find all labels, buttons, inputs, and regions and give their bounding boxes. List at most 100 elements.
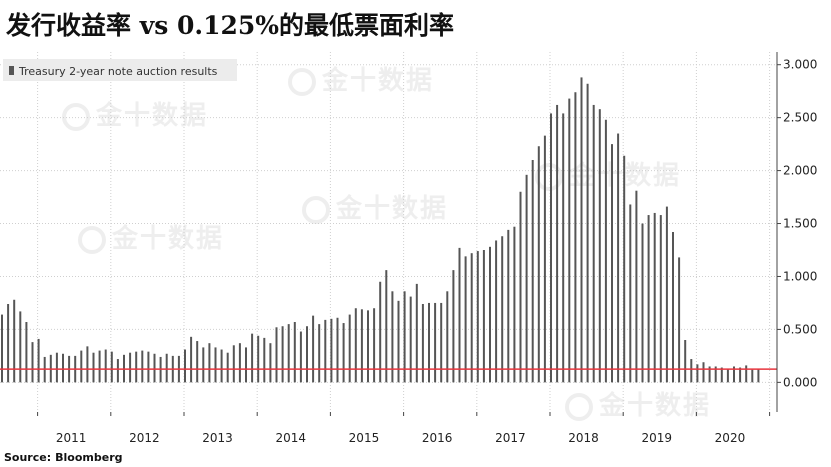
bar [623, 155, 626, 383]
bar [550, 113, 552, 383]
bar [495, 240, 498, 383]
bar [611, 144, 613, 383]
bar [257, 335, 260, 383]
bar [543, 135, 546, 383]
bar [513, 226, 516, 383]
bar [629, 204, 632, 383]
bar [318, 324, 321, 383]
bar [647, 215, 650, 383]
bar [519, 191, 522, 383]
bar [476, 251, 479, 383]
bar [306, 326, 308, 383]
bar [440, 302, 443, 383]
bar [86, 346, 89, 383]
bar [696, 364, 699, 383]
bar [153, 353, 156, 383]
bar [580, 77, 583, 383]
bar [733, 366, 735, 383]
x-tick-label: 2019 [641, 431, 672, 445]
bar [489, 246, 491, 383]
x-tick-label: 2014 [275, 431, 306, 445]
bar [403, 291, 406, 383]
bar [379, 281, 382, 383]
x-tick-label: 2016 [422, 431, 453, 445]
bar [507, 229, 510, 383]
bar [745, 365, 748, 383]
bar [415, 283, 418, 383]
bar [421, 304, 424, 383]
x-tick-label: 2017 [495, 431, 526, 445]
bar [80, 350, 83, 383]
bar [348, 314, 351, 383]
source-label: Source: [4, 451, 52, 464]
bar [525, 174, 528, 383]
bar [373, 308, 376, 383]
bar [184, 349, 186, 383]
source-value: Bloomberg [55, 451, 123, 464]
y-tick-label: 2.000 [783, 164, 817, 178]
bar [397, 300, 400, 383]
bar [385, 270, 388, 383]
legend-label: Treasury 2-year note auction results [18, 65, 218, 78]
legend-background [3, 59, 237, 81]
bar [104, 349, 107, 383]
bar [367, 310, 369, 383]
bar [135, 351, 138, 383]
y-tick-label: 3.000 [783, 58, 817, 72]
x-axis-ticks: 2011 2012 2013 2014 2015 2016 2017 2018 2019 2020 [37, 412, 771, 445]
bar [263, 337, 266, 383]
x-tick-label: 2015 [349, 431, 380, 445]
bar [757, 368, 760, 383]
bar [62, 353, 64, 383]
bar [31, 342, 34, 383]
bar [7, 304, 10, 383]
y-axis-ticks: 0.000 0.500 1.000 1.500 2.000 2.500 3.000 [777, 58, 817, 389]
bar [281, 326, 284, 383]
y-tick-label: 2.500 [783, 111, 817, 125]
bar [129, 352, 132, 383]
bar [672, 232, 674, 383]
bar [617, 133, 620, 383]
bar-series [1, 77, 760, 383]
bar [110, 351, 113, 383]
x-tick-label: 2018 [568, 431, 599, 445]
bar [238, 343, 241, 383]
bar [226, 352, 229, 383]
y-tick-label: 0.000 [783, 375, 817, 389]
bar [452, 270, 455, 383]
bar [665, 206, 668, 383]
bar [342, 323, 345, 383]
bar [336, 317, 339, 383]
bar [354, 308, 357, 383]
bar [409, 296, 412, 383]
bar [214, 347, 217, 383]
bar [269, 343, 272, 383]
bar [446, 291, 449, 383]
bar [635, 190, 638, 383]
bar [55, 352, 58, 383]
bar [562, 113, 565, 383]
legend-swatch [9, 66, 14, 75]
bar [92, 352, 95, 383]
bar [598, 109, 601, 383]
bar [586, 83, 589, 383]
bar [464, 256, 467, 383]
bar [25, 322, 28, 383]
x-tick-label: 2020 [715, 431, 746, 445]
bar [684, 340, 687, 383]
bar [556, 104, 559, 383]
bar [690, 359, 693, 383]
bar [659, 215, 662, 383]
bar [428, 302, 430, 383]
bar [604, 119, 607, 383]
bar [293, 322, 296, 383]
bar [751, 369, 754, 383]
bar [165, 353, 168, 383]
bar [98, 350, 101, 383]
bar [482, 250, 485, 383]
bar [714, 366, 717, 383]
x-tick-label: 2012 [129, 431, 160, 445]
y-tick-label: 1.000 [783, 269, 817, 283]
bar [470, 253, 473, 383]
